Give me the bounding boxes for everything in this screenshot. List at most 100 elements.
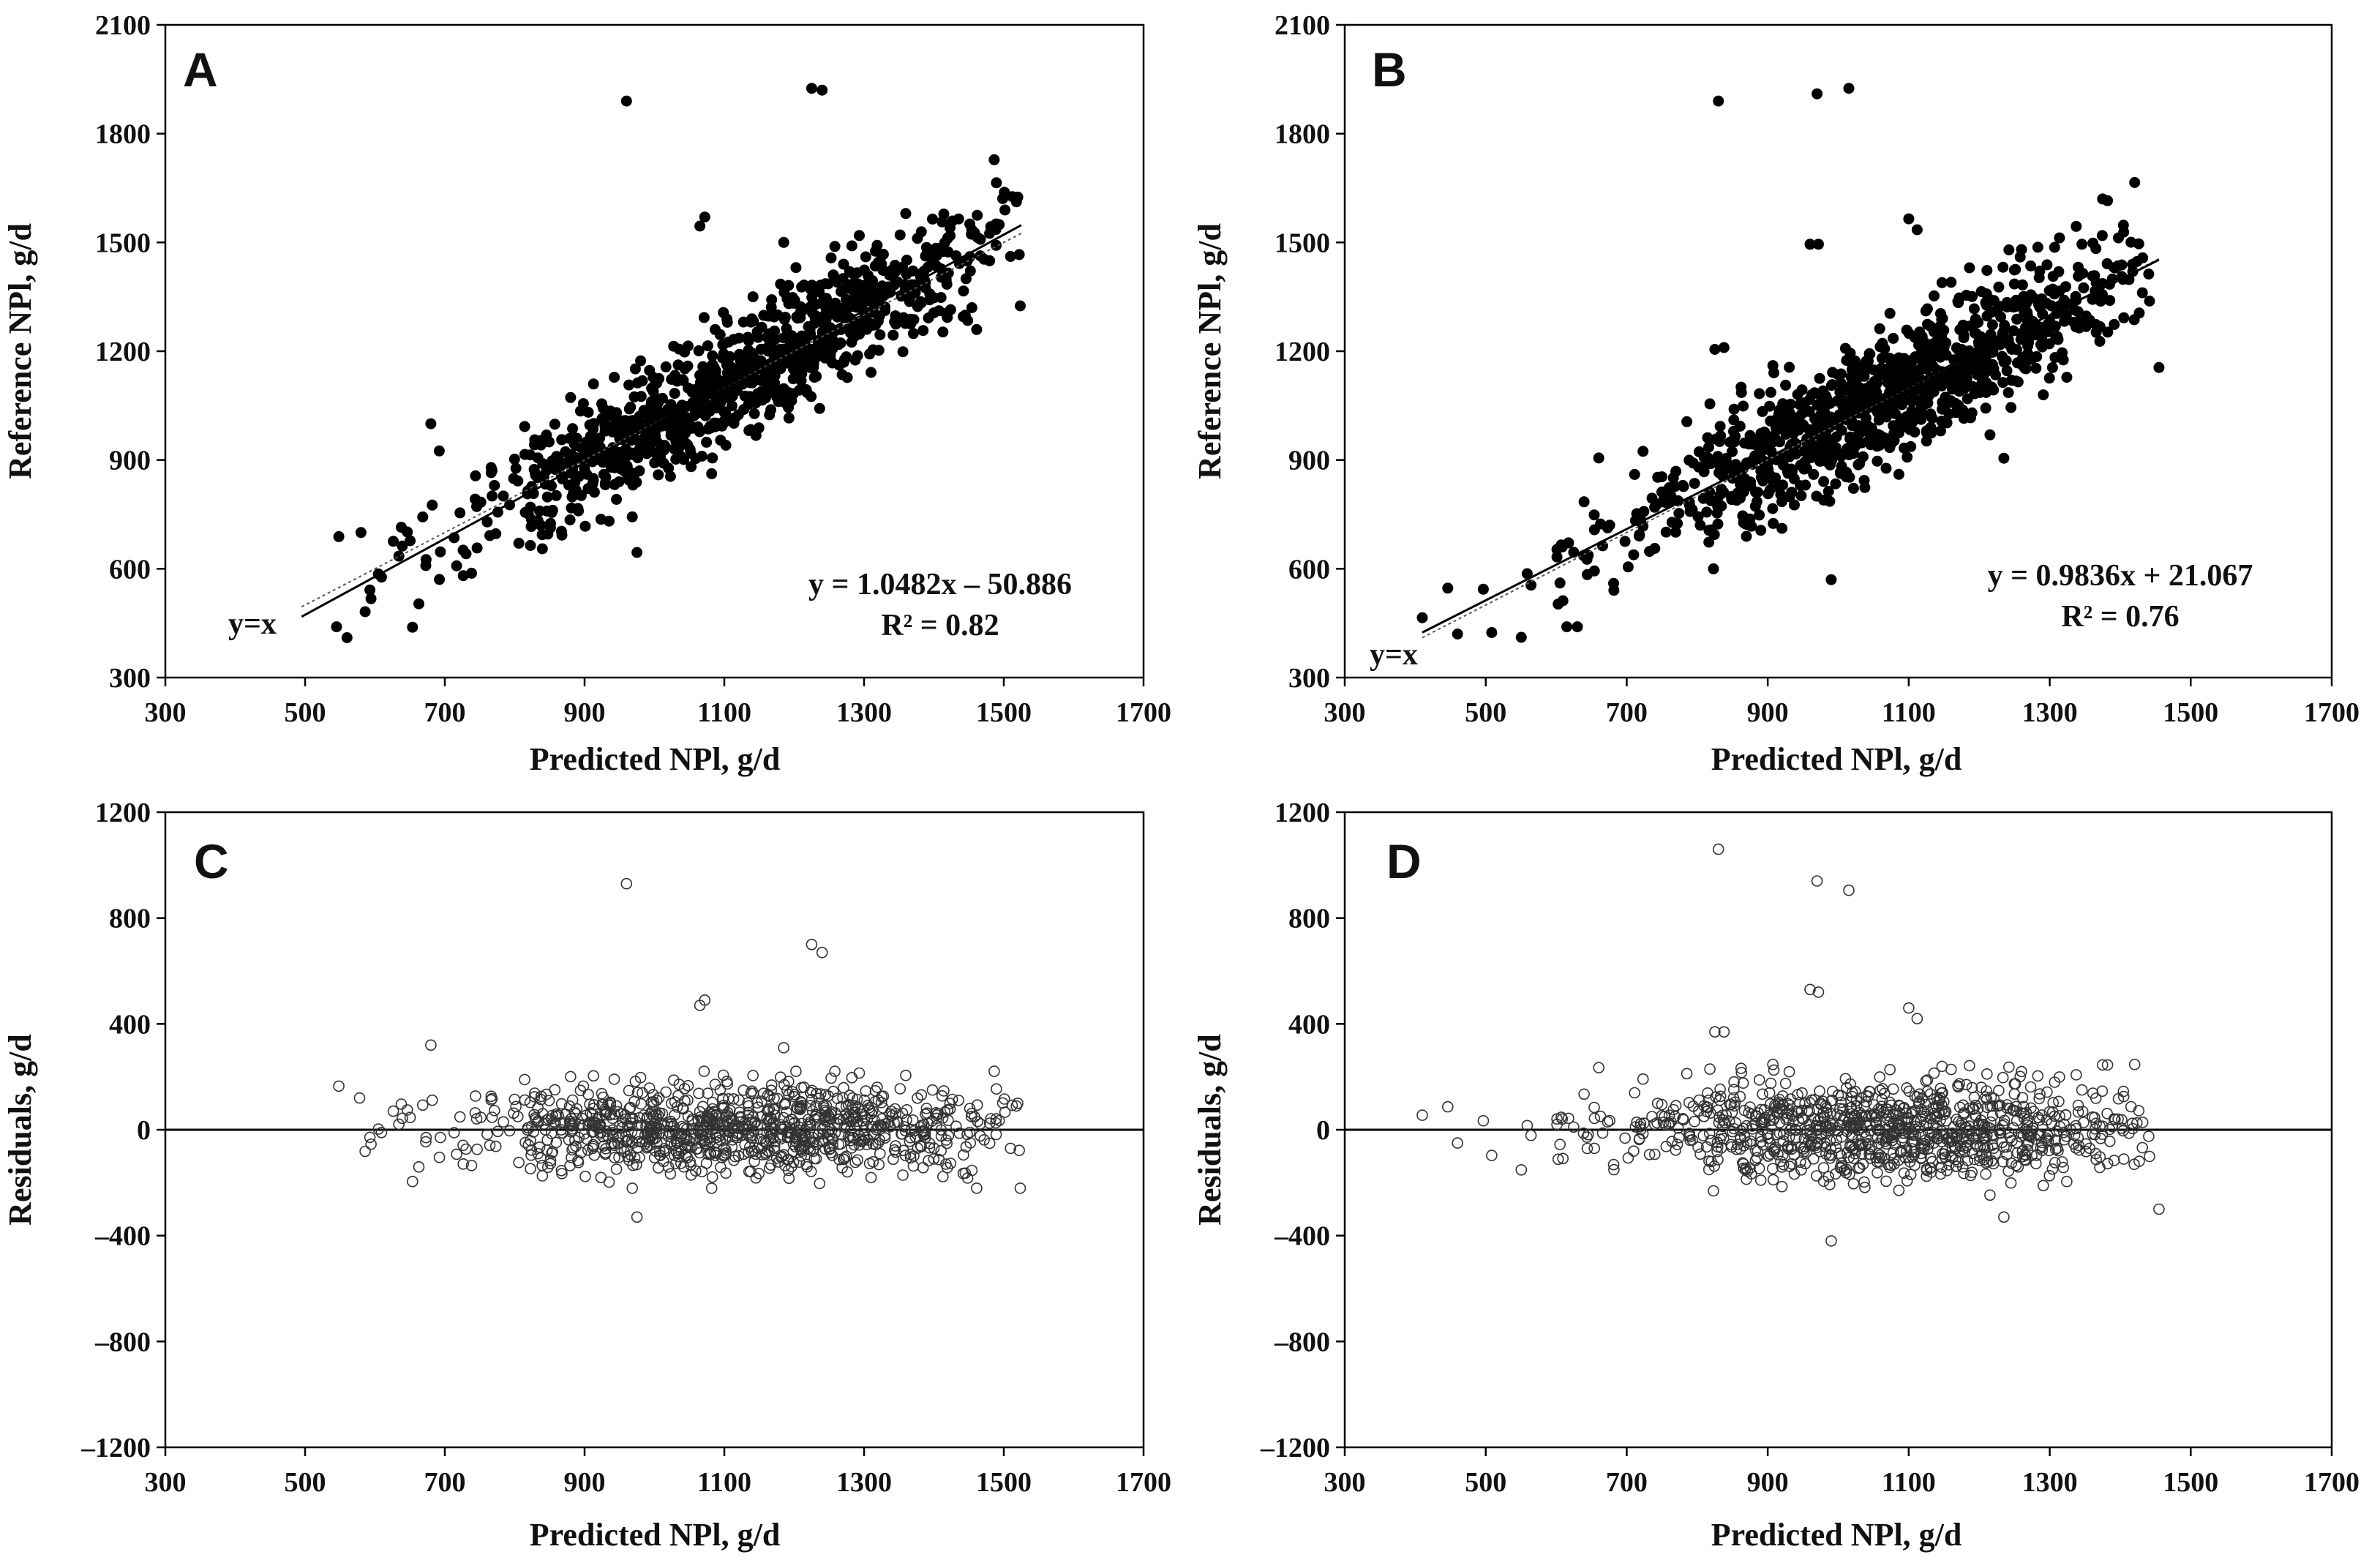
data-point: [2071, 1069, 2082, 1081]
data-point: [1693, 461, 1705, 473]
data-point: [2058, 1126, 2070, 1139]
data-point: [975, 1118, 986, 1130]
data-point: [395, 1098, 408, 1110]
data-point: [991, 177, 1002, 189]
data-point: [1804, 1139, 1817, 1152]
x-tick-label: 1100: [1882, 697, 1936, 728]
data-point: [2051, 1142, 2063, 1154]
data-point: [1738, 438, 1750, 449]
data-point: [626, 1117, 638, 1129]
data-point: [2128, 1158, 2140, 1170]
data-point: [2073, 1144, 2085, 1156]
data-point: [1744, 1101, 1756, 1113]
regression-equation: y = 0.9836x + 21.067: [1988, 559, 2253, 593]
data-point: [769, 325, 781, 337]
data-point: [1911, 224, 1923, 236]
data-point: [832, 311, 844, 323]
data-point: [1839, 395, 1850, 407]
y-tick-label: –800: [1274, 1327, 1330, 1357]
data-point: [673, 1079, 686, 1090]
x-tick-label: 1500: [2163, 1467, 2218, 1498]
data-point: [393, 550, 405, 562]
data-point: [1842, 1147, 1853, 1158]
data-point: [359, 1145, 371, 1158]
data-point: [364, 584, 376, 596]
data-point: [544, 522, 556, 533]
data-point: [1905, 358, 1917, 370]
data-point: [1951, 1131, 1963, 1143]
data-point: [2053, 1095, 2065, 1108]
data-point: [1681, 416, 1693, 427]
data-point: [890, 318, 901, 330]
data-point: [1964, 262, 1975, 274]
x-tick-label: 1300: [836, 1467, 892, 1498]
data-point: [724, 1104, 736, 1116]
data-point: [1855, 1122, 1866, 1133]
data-point: [1521, 1120, 1534, 1132]
data-point: [489, 480, 500, 491]
data-point: [1649, 501, 1661, 513]
data-point: [654, 393, 666, 405]
data-point: [663, 462, 675, 474]
data-point: [806, 939, 818, 950]
data-point: [1762, 459, 1773, 470]
data-point: [1525, 1129, 1537, 1141]
data-point: [1752, 434, 1764, 446]
data-point: [1681, 1068, 1693, 1080]
panel-b: 300 600 900 1200 1500 1800 2100 300 500 700 900 110…: [1192, 10, 2360, 777]
data-point: [750, 1148, 762, 1160]
data-point: [2087, 270, 2098, 282]
data-point: [1817, 1111, 1830, 1123]
data-point: [1778, 1128, 1790, 1140]
data-point: [1875, 1105, 1887, 1117]
data-point: [626, 1126, 638, 1138]
data-point: [1765, 386, 1776, 398]
data-point: [525, 1149, 537, 1161]
data-point: [920, 250, 931, 262]
data-point: [1949, 380, 1961, 391]
data-point: [331, 621, 342, 633]
data-point: [988, 1065, 1000, 1077]
data-point: [764, 409, 776, 421]
data-point: [726, 1141, 738, 1152]
data-point: [1741, 1173, 1752, 1185]
data-point: [765, 1079, 778, 1091]
data-point: [2034, 1088, 2046, 1100]
data-point: [524, 1096, 536, 1109]
data-point: [1850, 1121, 1861, 1133]
data-point: [1946, 1127, 1959, 1139]
data-point: [864, 275, 876, 287]
data-point: [1477, 583, 1489, 595]
data-point: [898, 1144, 909, 1157]
data-point: [1765, 1098, 1776, 1110]
data-point: [2087, 293, 2098, 305]
data-point: [1953, 297, 1964, 309]
data-point: [2036, 1144, 2049, 1156]
data-point: [699, 211, 710, 223]
data-point: [1755, 1103, 1767, 1116]
identity-label: y=x: [228, 607, 277, 641]
data-point: [669, 1125, 681, 1137]
panel-letter: D: [1386, 834, 1422, 888]
data-point: [2087, 1087, 2099, 1099]
data-point: [1920, 1075, 1932, 1087]
data-point: [1739, 1163, 1752, 1176]
data-point: [1870, 388, 1881, 400]
data-point: [1819, 1137, 1831, 1149]
data-point: [525, 514, 537, 525]
data-point: [508, 473, 519, 484]
data-point: [1761, 1128, 1773, 1141]
data-point: [1737, 1157, 1749, 1169]
data-point: [1765, 1077, 1777, 1090]
data-point: [2049, 1076, 2061, 1088]
data-point: [1987, 1158, 2000, 1170]
data-point: [579, 520, 591, 532]
data-point: [1785, 1122, 1798, 1135]
data-point: [2118, 226, 2130, 238]
data-point: [775, 1133, 787, 1145]
data-point: [635, 355, 647, 367]
data-point: [609, 372, 620, 383]
data-point: [781, 1154, 794, 1166]
r-squared-label: R² = 0.82: [881, 609, 999, 642]
data-point: [673, 343, 685, 355]
